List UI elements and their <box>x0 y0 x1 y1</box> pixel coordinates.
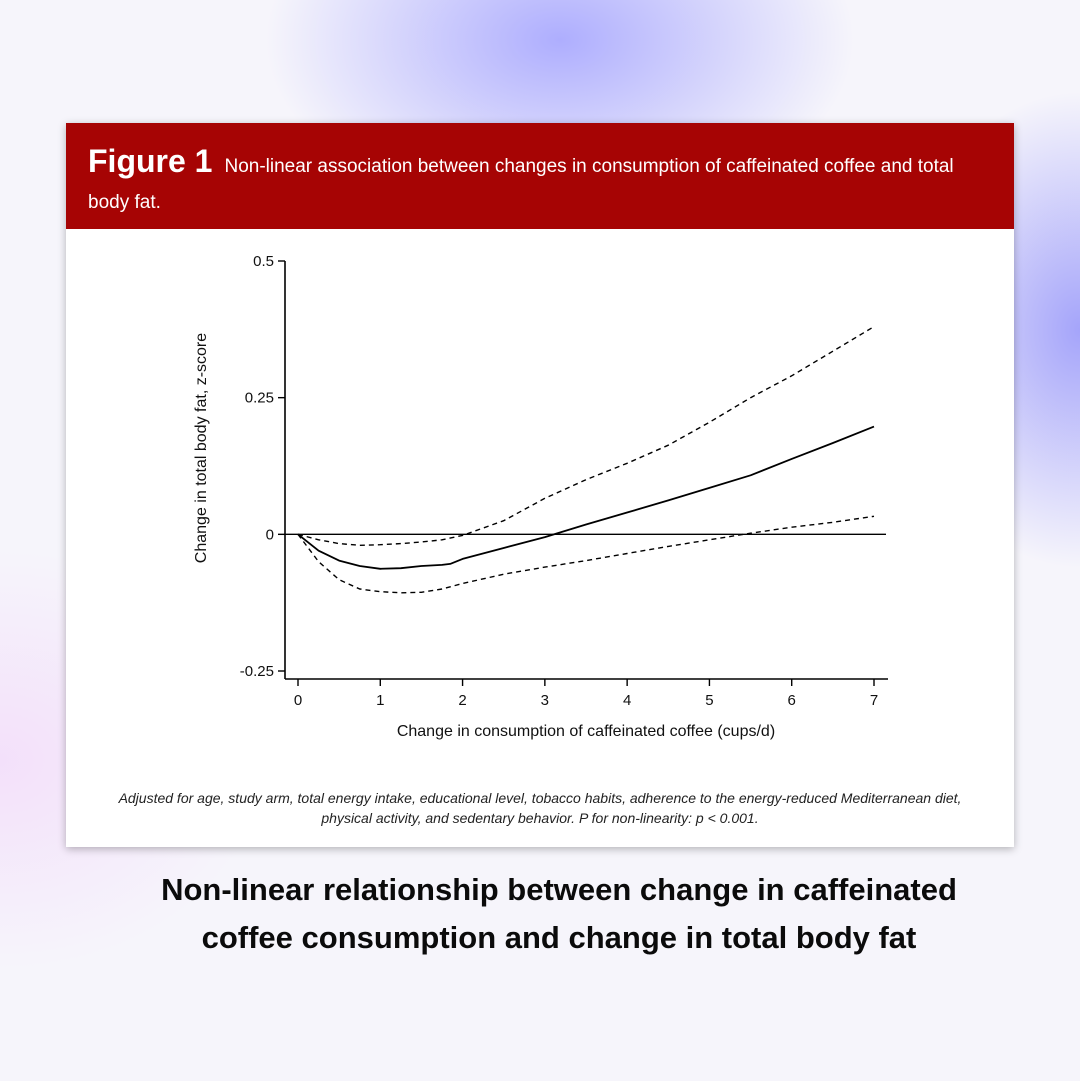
y-tick-label: -0.25 <box>240 663 274 680</box>
y-tick-label: 0.25 <box>245 390 274 407</box>
figure-footnote: Adjusted for age, study arm, total energ… <box>118 790 962 826</box>
y-tick-label: 0 <box>266 526 274 543</box>
x-axis-label: Change in consumption of caffeinated cof… <box>397 723 775 740</box>
chart-axes: 0.5 0.25 0 -0.25 0 1 2 3 4 5 6 7 <box>240 253 888 709</box>
x-tick-label: 2 <box>458 692 466 709</box>
figure-title-block: Figure 1 Non-linear association between c… <box>88 143 998 221</box>
y-tick-label: 0.5 <box>253 253 274 270</box>
caption: Non-linear relationship between change i… <box>161 872 957 955</box>
x-tick-label: 3 <box>541 692 549 709</box>
line-chart: 0.5 0.25 0 -0.25 0 1 2 3 4 5 6 7 Change in consumpt… <box>193 253 888 740</box>
figure-title: Non-linear association between changes i… <box>88 156 954 213</box>
figure-label: Figure 1 <box>88 143 213 179</box>
x-tick-label: 0 <box>294 692 302 709</box>
y-axis-label: Change in total body fat, z-score <box>193 333 210 563</box>
upper-ci-line <box>297 325 875 546</box>
figure-card: Figure 1 Non-linear association between c… <box>66 123 1014 847</box>
figure-header: Figure 1 Non-linear association between c… <box>66 123 1014 229</box>
series-layer <box>297 325 875 594</box>
lower-ci-line <box>297 515 875 594</box>
x-tick-label: 1 <box>376 692 384 709</box>
estimate-line <box>297 425 875 570</box>
x-tick-label: 5 <box>705 692 713 709</box>
x-tick-label: 4 <box>623 692 631 709</box>
x-tick-label: 7 <box>870 692 878 709</box>
x-tick-label: 6 <box>788 692 796 709</box>
axis-label-layer: Change in consumption of caffeinated cof… <box>193 333 775 740</box>
